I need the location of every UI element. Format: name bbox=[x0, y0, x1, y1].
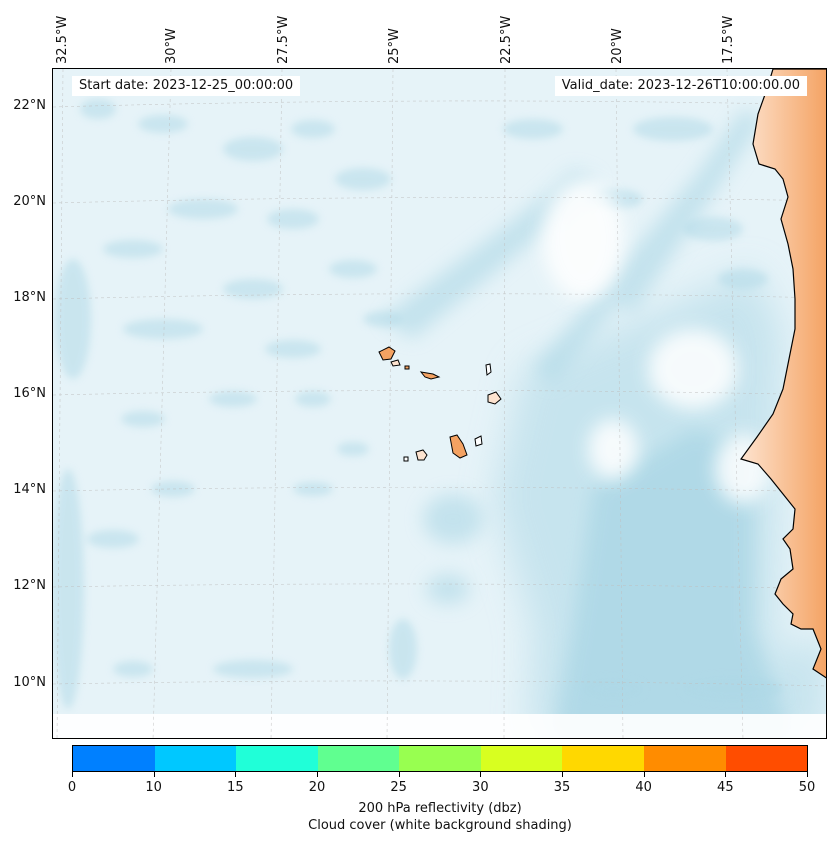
island-maio bbox=[474, 435, 483, 447]
island-santa-luzia bbox=[404, 365, 410, 370]
colorbar-tick bbox=[317, 772, 318, 777]
island-santo-antao bbox=[378, 346, 396, 361]
lat-label-10n: 10°N bbox=[13, 675, 46, 690]
colorbar-segment bbox=[725, 746, 808, 771]
lat-label-16n: 16°N bbox=[13, 386, 46, 401]
colorbar-segment bbox=[317, 746, 400, 771]
colorbar-tick bbox=[398, 772, 400, 777]
island-brava bbox=[403, 456, 409, 462]
lon-label-25w: 25°W bbox=[387, 28, 402, 64]
island-sao-nicolau bbox=[419, 371, 441, 380]
lon-label-27-5w: 27.5°W bbox=[276, 15, 291, 64]
colorbar-label: 200 hPa reflectivity (dbz) bbox=[358, 801, 522, 816]
colorbar-tick-label: 35 bbox=[553, 780, 571, 795]
lon-label-22-5w: 22.5°W bbox=[499, 15, 514, 64]
colorbar-segment bbox=[562, 746, 644, 771]
graticule bbox=[53, 69, 826, 738]
colorbar-tick-label: 50 bbox=[798, 780, 816, 795]
island-boa-vista bbox=[487, 391, 502, 405]
lat-label-14n: 14°N bbox=[13, 482, 46, 497]
lat-label-12n: 12°N bbox=[13, 578, 46, 593]
start-date-label: Start date: 2023-12-25_00:00:00 bbox=[72, 76, 301, 96]
colorbar-tick bbox=[153, 772, 155, 777]
lat-label-22n: 22°N bbox=[13, 98, 46, 113]
colorbar-tick-label: 45 bbox=[717, 780, 734, 795]
colorbar-tick-label: 20 bbox=[308, 780, 326, 795]
colorbar-segment bbox=[399, 746, 481, 771]
colorbar-tick bbox=[72, 772, 73, 777]
colorbar-tick-label: 30 bbox=[472, 780, 489, 795]
colorbar-segment bbox=[480, 746, 563, 771]
island-sao-vicente bbox=[390, 359, 401, 367]
valid-date-label: Valid_date: 2023-12-26T10:00:00.00 bbox=[554, 76, 807, 96]
lon-label-30w: 30°W bbox=[164, 28, 179, 64]
island-santiago bbox=[449, 434, 468, 459]
colorbar-tick-label: 25 bbox=[390, 780, 407, 795]
lon-label-32-5w: 32.5°W bbox=[55, 15, 70, 64]
cloud-cover-shading bbox=[53, 69, 826, 738]
island-fogo bbox=[415, 449, 428, 461]
lon-label-20w: 20°W bbox=[610, 28, 625, 64]
colorbar-tick bbox=[725, 772, 727, 777]
lat-label-18n: 18°N bbox=[13, 290, 46, 305]
cape-verde-islands bbox=[378, 346, 502, 462]
colorbar-tick bbox=[807, 772, 808, 777]
colorbar-tick-label: 40 bbox=[635, 780, 652, 795]
africa-landmass bbox=[740, 69, 826, 679]
map-panel bbox=[52, 68, 827, 739]
colorbar-segment bbox=[643, 746, 726, 771]
colorbar-segment bbox=[73, 746, 155, 771]
lon-label-17-5w: 17.5°W bbox=[721, 15, 736, 64]
colorbar-tick bbox=[562, 772, 563, 777]
colorbar-tick-label: 10 bbox=[145, 780, 162, 795]
island-sal bbox=[485, 363, 492, 376]
lat-label-20n: 20°N bbox=[13, 194, 46, 209]
colorbar-tick bbox=[480, 772, 482, 777]
colorbar-segment bbox=[154, 746, 237, 771]
map-canvas bbox=[53, 69, 826, 738]
colorbar-tick bbox=[643, 772, 645, 777]
colorbar bbox=[72, 745, 808, 772]
colorbar-sublabel: Cloud cover (white background shading) bbox=[308, 818, 572, 833]
colorbar-tick-label: 15 bbox=[227, 780, 244, 795]
colorbar-segment bbox=[236, 746, 318, 771]
colorbar-tick bbox=[235, 772, 237, 777]
colorbar-tick-label: 0 bbox=[67, 780, 77, 795]
